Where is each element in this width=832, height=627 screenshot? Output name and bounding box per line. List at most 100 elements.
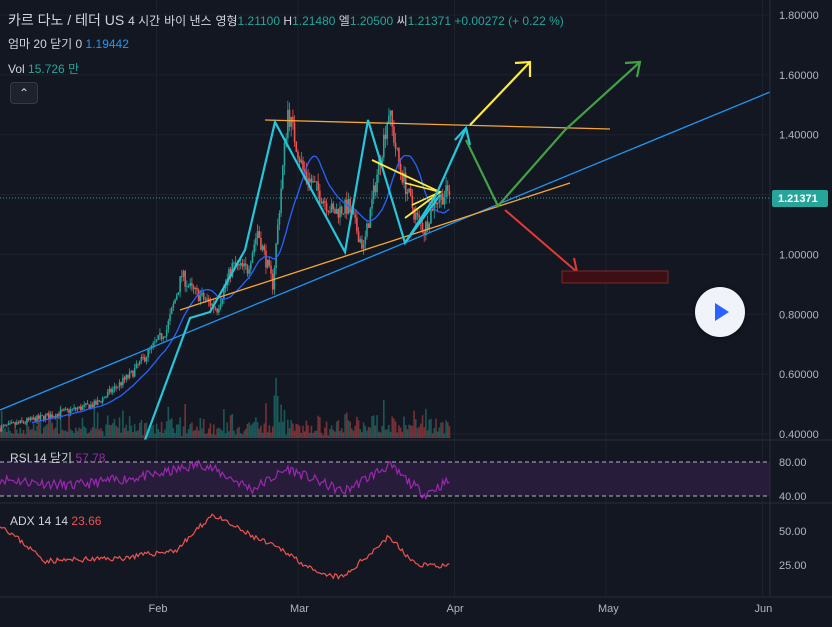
- volume-bar: [152, 424, 154, 438]
- volume-bar: [103, 435, 106, 438]
- candle-body: [367, 223, 370, 228]
- projection-red[interactable]: [504, 209, 578, 273]
- volume-bar: [325, 421, 328, 438]
- wave-pattern-cyan[interactable]: [143, 118, 441, 441]
- candle-body: [441, 193, 444, 205]
- volume-bar: [76, 431, 79, 438]
- volume-bar: [160, 421, 163, 438]
- candle-body: [310, 178, 313, 183]
- rsi-legend[interactable]: RSI 14 닫기 57.78: [10, 449, 105, 466]
- candle-body: [152, 343, 154, 346]
- volume-bar: [406, 429, 409, 438]
- candle-body: [36, 415, 38, 423]
- candle-body: [246, 265, 249, 274]
- volume-bar: [209, 423, 212, 438]
- adx-legend[interactable]: ADX 14 14 23.66: [10, 514, 101, 528]
- candle-body: [147, 349, 149, 358]
- interval-label[interactable]: 4 시간: [128, 14, 161, 28]
- volume-bar: [74, 427, 77, 438]
- volume-bar: [68, 414, 70, 438]
- candle-body: [0, 426, 3, 432]
- volume-bar: [197, 430, 200, 438]
- volume-bar: [201, 428, 203, 438]
- candle-body: [302, 160, 304, 170]
- volume-bar: [194, 429, 197, 438]
- candle-body: [125, 375, 128, 380]
- candle-body: [430, 208, 432, 224]
- volume-bar: [135, 431, 138, 438]
- candle-body: [270, 265, 272, 274]
- projection-green[interactable]: [465, 61, 641, 208]
- low-value: 1.20500: [349, 14, 394, 28]
- candle-body: [340, 206, 343, 214]
- play-icon: [715, 303, 729, 321]
- volume-bar: [42, 427, 45, 438]
- candle-body: [361, 239, 363, 249]
- volume-bar: [14, 425, 16, 438]
- resistance-line-orange[interactable]: [264, 119, 611, 130]
- volume-bar: [177, 424, 180, 438]
- volume-value: 15.726 만: [28, 62, 80, 76]
- volume-bar: [354, 425, 356, 438]
- volume-bar: [2, 429, 5, 438]
- volume-bar: [224, 433, 227, 438]
- small-triangle-yellow[interactable]: [404, 182, 443, 206]
- candle-body: [39, 415, 42, 419]
- volume-bar: [226, 422, 229, 438]
- candle-body: [393, 126, 395, 143]
- volume-bar: [22, 430, 25, 438]
- candle-body: [199, 295, 202, 302]
- collapse-legend-button[interactable]: ⌃: [10, 82, 38, 104]
- volume-bar: [394, 421, 397, 438]
- volume-bar: [313, 431, 316, 438]
- volume-bar: [401, 431, 404, 438]
- volume-bar: [270, 432, 272, 438]
- candle-body: [322, 200, 324, 204]
- symbol-title[interactable]: 카르 다노 / 테더 US: [8, 12, 125, 28]
- volume-bar: [430, 418, 432, 438]
- ascending-trendline[interactable]: [0, 91, 771, 411]
- projection-cyan[interactable]: [404, 127, 468, 244]
- price-axis[interactable]: 1.800001.600001.400001.200001.000000.800…: [779, 10, 819, 441]
- volume-bar: [83, 426, 85, 438]
- rsi-axis[interactable]: 80.00 40.00: [779, 457, 807, 503]
- high-value: 1.21480: [292, 14, 336, 28]
- volume-bar: [167, 406, 170, 438]
- adx-axis[interactable]: 50.00 25.00: [779, 526, 807, 572]
- candle-body: [182, 271, 185, 277]
- candle-body: [398, 148, 400, 164]
- candle-body: [4, 424, 6, 426]
- candle-body: [438, 199, 441, 203]
- volume-bar: [44, 425, 47, 438]
- candle-body: [128, 372, 131, 378]
- volume-bar: [243, 431, 245, 438]
- volume-label: Vol: [8, 62, 25, 76]
- candle-body: [69, 409, 72, 413]
- volume-bar: [98, 429, 101, 438]
- volume-bar: [263, 423, 266, 438]
- ma-legend[interactable]: 엄마 20 닫기 0 1.19442: [8, 35, 129, 52]
- support-line-orange[interactable]: [179, 182, 571, 311]
- candle-body: [2, 425, 5, 427]
- symbol-header[interactable]: 카르 다노 / 테더 US 4 시간 바이 낸스 영형1.21100 H1.21…: [8, 10, 564, 30]
- candle-body: [34, 417, 37, 423]
- time-axis[interactable]: Feb Mar Apr May Jun: [149, 603, 773, 615]
- price-tick-label: 0.60000: [779, 369, 819, 381]
- volume-bar: [433, 427, 436, 438]
- replay-play-button[interactable]: [695, 287, 745, 337]
- candle-body: [218, 308, 220, 313]
- volume-bar: [54, 427, 57, 438]
- volume-bar: [115, 425, 117, 438]
- volume-bar: [391, 416, 394, 438]
- volume-legend[interactable]: Vol 15.726 만: [8, 60, 79, 77]
- target-zone-box[interactable]: [561, 270, 669, 284]
- volume-bar: [154, 433, 156, 438]
- candle-body: [21, 420, 23, 422]
- candle-body: [214, 307, 217, 309]
- volume-bar: [317, 415, 319, 438]
- volume-bar: [376, 415, 378, 438]
- projection-yellow[interactable]: [469, 61, 531, 126]
- candle-body: [189, 282, 192, 286]
